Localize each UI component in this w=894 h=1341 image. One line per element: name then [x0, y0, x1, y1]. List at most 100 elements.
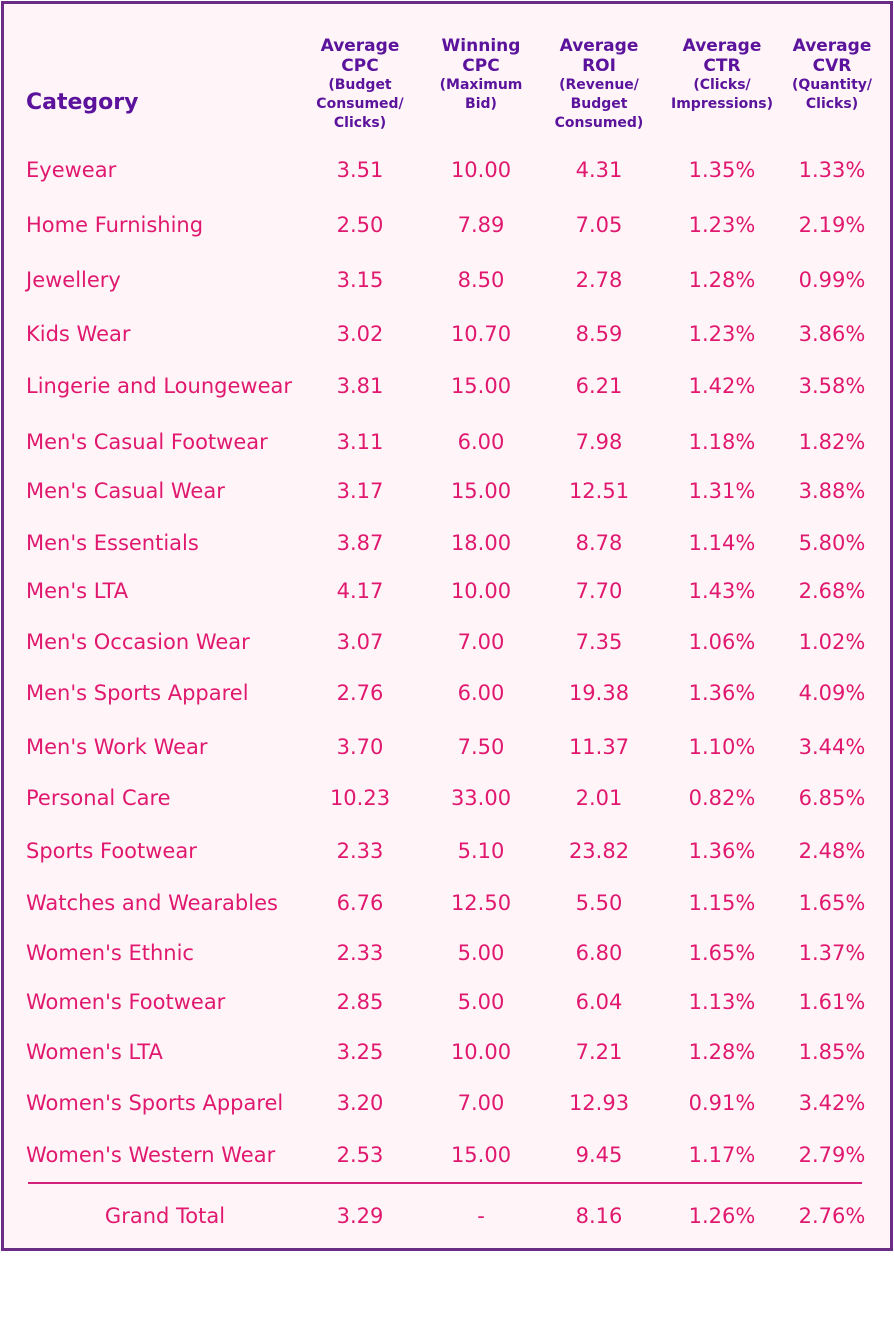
- winning-cpc-cell: 5.00: [457, 941, 505, 965]
- average-cvr-cell: 0.99%: [798, 268, 866, 292]
- total-average-cpc: 3.29: [336, 1204, 384, 1228]
- total-average-cvr: 2.76%: [798, 1204, 866, 1228]
- average-cvr-cell: 3.44%: [798, 735, 866, 759]
- table-row: Men's Casual Footwear 3.11 6.00 7.98 1.1…: [4, 422, 890, 462]
- average-cpc-cell: 3.07: [336, 630, 384, 654]
- average-ctr-cell: 1.28%: [688, 1040, 756, 1064]
- header-main-line: Winning: [441, 36, 521, 56]
- table-row: Home Furnishing 2.50 7.89 7.05 1.23% 2.1…: [4, 205, 890, 245]
- average-cpc-cell: 3.70: [336, 735, 384, 759]
- table-row: Watches and Wearables 6.76 12.50 5.50 1.…: [4, 883, 890, 923]
- winning-cpc-cell: 6.00: [457, 430, 505, 454]
- table-row: Women's Footwear 2.85 5.00 6.04 1.13% 1.…: [4, 982, 890, 1022]
- average-cpc-cell: 4.17: [336, 579, 384, 603]
- average-roi-cell: 12.93: [568, 1091, 630, 1115]
- winning-cpc-cell: 12.50: [450, 891, 512, 915]
- average-ctr-cell: 1.36%: [688, 839, 756, 863]
- header-sub-line: Bid): [465, 96, 497, 112]
- total-divider: [28, 1182, 862, 1184]
- total-winning-cpc: -: [477, 1204, 485, 1228]
- average-roi-cell: 2.78: [575, 268, 623, 292]
- winning-cpc-cell: 8.50: [457, 268, 505, 292]
- average-cvr-cell: 3.88%: [798, 479, 866, 503]
- average-roi-cell: 23.82: [568, 839, 630, 863]
- header-sub-line: (Maximum: [439, 77, 523, 93]
- header-main-line: CPC: [341, 56, 379, 76]
- category-cell: Men's Work Wear: [26, 735, 208, 759]
- header-sub-line: Impressions): [671, 96, 773, 112]
- category-cell: Men's Casual Footwear: [26, 430, 268, 454]
- header-main-line: Average: [792, 36, 872, 56]
- table-row: Personal Care 10.23 33.00 2.01 0.82% 6.8…: [4, 778, 890, 818]
- header-main-line: CPC: [462, 56, 500, 76]
- winning-cpc-cell: 7.00: [457, 1091, 505, 1115]
- table-row: Men's Casual Wear 3.17 15.00 12.51 1.31%…: [4, 471, 890, 511]
- average-cvr-cell: 5.80%: [798, 531, 866, 555]
- average-ctr-cell: 1.18%: [688, 430, 756, 454]
- average-roi-cell: 11.37: [568, 735, 630, 759]
- winning-cpc-cell: 15.00: [450, 479, 512, 503]
- table-row: Women's LTA 3.25 10.00 7.21 1.28% 1.85%: [4, 1032, 890, 1072]
- average-cpc-cell: 3.81: [336, 374, 384, 398]
- category-cell: Men's Essentials: [26, 531, 199, 555]
- header-average-roi: Average ROI (Revenue/ Budget Consumed): [540, 36, 658, 133]
- winning-cpc-cell: 18.00: [450, 531, 512, 555]
- average-ctr-cell: 1.28%: [688, 268, 756, 292]
- average-cpc-cell: 3.17: [336, 479, 384, 503]
- winning-cpc-cell: 15.00: [450, 1143, 512, 1167]
- category-cell: Women's LTA: [26, 1040, 163, 1064]
- average-cpc-cell: 3.02: [336, 322, 384, 346]
- average-cpc-cell: 2.50: [336, 213, 384, 237]
- average-cvr-cell: 2.19%: [798, 213, 866, 237]
- table-row: Men's Work Wear 3.70 7.50 11.37 1.10% 3.…: [4, 727, 890, 767]
- average-roi-cell: 9.45: [575, 1143, 623, 1167]
- category-metrics-table: Category Average CPC (Budget Consumed/ C…: [1, 1, 893, 1251]
- average-ctr-cell: 0.91%: [688, 1091, 756, 1115]
- average-cvr-cell: 2.68%: [798, 579, 866, 603]
- average-cpc-cell: 3.51: [336, 158, 384, 182]
- average-cvr-cell: 3.58%: [798, 374, 866, 398]
- category-cell: Home Furnishing: [26, 213, 204, 237]
- average-roi-cell: 7.35: [575, 630, 623, 654]
- category-cell: Eyewear: [26, 158, 117, 182]
- average-cvr-cell: 6.85%: [798, 786, 866, 810]
- average-cvr-cell: 1.82%: [798, 430, 866, 454]
- header-sub-line: (Revenue/: [559, 77, 639, 93]
- average-cvr-cell: 1.02%: [798, 630, 866, 654]
- average-cvr-cell: 1.85%: [798, 1040, 866, 1064]
- average-cpc-cell: 3.15: [336, 268, 384, 292]
- average-roi-cell: 7.70: [575, 579, 623, 603]
- winning-cpc-cell: 7.89: [457, 213, 505, 237]
- average-roi-cell: 8.78: [575, 531, 623, 555]
- table-row: Sports Footwear 2.33 5.10 23.82 1.36% 2.…: [4, 831, 890, 871]
- table-row: Men's Essentials 3.87 18.00 8.78 1.14% 5…: [4, 523, 890, 563]
- category-cell: Jewellery: [26, 268, 121, 292]
- average-ctr-cell: 1.13%: [688, 990, 756, 1014]
- category-cell: Watches and Wearables: [26, 891, 278, 915]
- average-ctr-cell: 1.17%: [688, 1143, 756, 1167]
- average-cvr-cell: 2.79%: [798, 1143, 866, 1167]
- header-main-line: Average: [682, 36, 762, 56]
- category-cell: Lingerie and Loungewear: [26, 374, 292, 398]
- category-cell: Kids Wear: [26, 322, 131, 346]
- category-cell: Men's Casual Wear: [26, 479, 225, 503]
- table-row: Men's Sports Apparel 2.76 6.00 19.38 1.3…: [4, 673, 890, 713]
- grand-total-label: Grand Total: [104, 1204, 226, 1228]
- average-cpc-cell: 3.20: [336, 1091, 384, 1115]
- average-roi-cell: 7.21: [575, 1040, 623, 1064]
- average-roi-cell: 5.50: [575, 891, 623, 915]
- winning-cpc-cell: 15.00: [450, 374, 512, 398]
- table-row: Kids Wear 3.02 10.70 8.59 1.23% 3.86%: [4, 314, 890, 354]
- average-ctr-cell: 1.10%: [688, 735, 756, 759]
- table-row: Women's Western Wear 2.53 15.00 9.45 1.1…: [4, 1135, 890, 1175]
- header-sub-line: Budget: [570, 96, 628, 112]
- average-cvr-cell: 1.61%: [798, 990, 866, 1014]
- average-cvr-cell: 1.33%: [798, 158, 866, 182]
- category-cell: Women's Footwear: [26, 990, 226, 1014]
- category-cell: Women's Western Wear: [26, 1143, 276, 1167]
- average-cvr-cell: 3.86%: [798, 322, 866, 346]
- total-average-roi: 8.16: [575, 1204, 623, 1228]
- table-header: Category Average CPC (Budget Consumed/ C…: [4, 4, 890, 150]
- table-row: Eyewear 3.51 10.00 4.31 1.35% 1.33%: [4, 150, 890, 190]
- average-roi-cell: 8.59: [575, 322, 623, 346]
